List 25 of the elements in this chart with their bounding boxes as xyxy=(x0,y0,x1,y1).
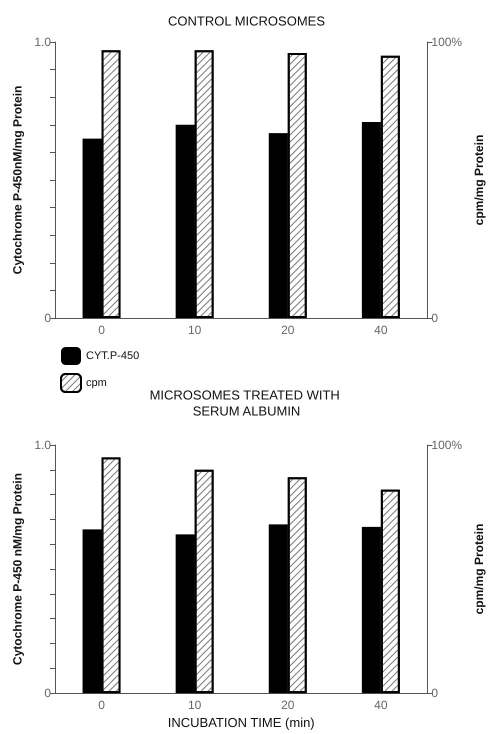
x-tick-label: 20 xyxy=(281,698,295,712)
y-tick-label: 1.0 xyxy=(34,35,52,49)
y-tick-label: 0 xyxy=(44,311,52,325)
y-tick-label: 0 xyxy=(44,686,52,700)
y2-axis-title: cpm/mg Protein xyxy=(472,134,486,226)
x-tick-label: 10 xyxy=(188,698,202,712)
y2-tick-label: 100% xyxy=(431,35,462,49)
y-axis-title: Cytochrome P-450nM/mg Protein xyxy=(10,86,24,274)
y2-tick-label: 0 xyxy=(431,686,438,700)
x-tick-label: 40 xyxy=(374,323,388,337)
chart-title: CONTROL MICROSOMES xyxy=(168,14,326,28)
x-tick-label: 0 xyxy=(98,698,106,712)
y-axis-title: Cytochrome P-450 nM/mg Protein xyxy=(10,473,24,666)
x-tick-label: 0 xyxy=(98,323,106,337)
legend-label: cpm xyxy=(86,377,107,389)
x-axis-title: INCUBATION TIME (min) xyxy=(168,715,315,730)
legend-label: CYT.P-450 xyxy=(86,350,140,362)
y2-axis-title: cpm/mg Protein xyxy=(472,524,486,614)
x-tick-label: 10 xyxy=(188,323,202,337)
y-tick-label: 1.0 xyxy=(34,438,52,452)
x-tick-label: 40 xyxy=(374,698,388,712)
y2-tick-label: 100% xyxy=(431,438,462,452)
x-tick-label: 20 xyxy=(281,323,295,337)
chart-title: MICROSOMES TREATED WITH SERUM ALBUMIN xyxy=(150,388,344,418)
y2-tick-label: 0 xyxy=(431,311,438,325)
